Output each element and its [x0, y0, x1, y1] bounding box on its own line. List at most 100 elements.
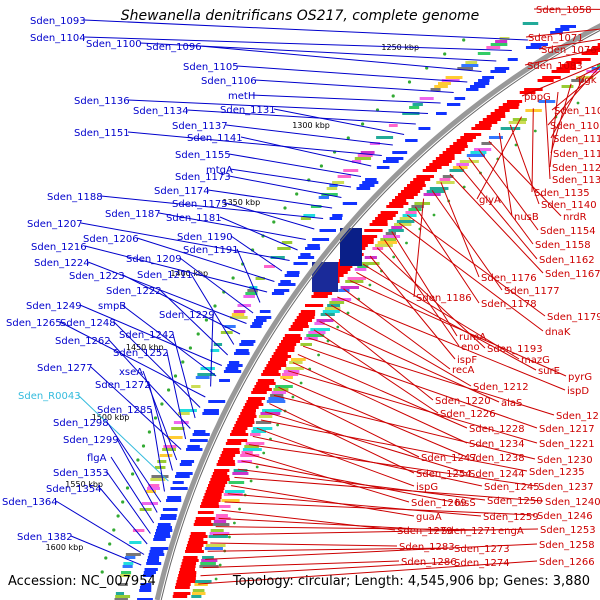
label-leader-line: [106, 421, 162, 503]
function-color-block: [129, 541, 142, 544]
ruler-label: 1550 kbp: [65, 480, 103, 489]
forward-gene-block: [205, 490, 224, 493]
ruler-tick: [276, 423, 279, 427]
label-leader-line: [70, 535, 142, 566]
reverse-gene-block: [550, 31, 563, 34]
forward-gene-block: [224, 445, 242, 448]
accession-text: Accession: NC_007954: [8, 574, 156, 589]
label-leader-line: [330, 304, 472, 387]
gene-label: Sden_1167: [545, 269, 600, 280]
forward-gene-block: [446, 148, 465, 151]
forward-gene-block: [234, 424, 253, 427]
function-color-block: [202, 556, 214, 559]
function-color-block: [173, 421, 189, 424]
gene-label: Sden_1240: [545, 497, 600, 508]
label-leader-line: [575, 66, 600, 80]
function-color-block: [198, 370, 213, 373]
function-color-block: [281, 241, 293, 244]
label-leader-line: [251, 94, 441, 104]
gene-label: Sden_1140: [541, 200, 597, 211]
reverse-gene-block: [255, 316, 272, 319]
reverse-gene-block: [332, 214, 343, 217]
function-color-block: [243, 295, 255, 298]
function-color-block: [211, 526, 225, 529]
forward-gene-block: [502, 103, 520, 106]
forward-gene-block: [364, 229, 383, 232]
ruler-tick: [368, 283, 372, 287]
reverse-gene-block: [298, 256, 315, 259]
label-leader-line: [254, 79, 454, 93]
ruler-tick: [407, 80, 412, 84]
gene-label: Sden_1244: [469, 469, 525, 480]
function-color-block: [167, 436, 183, 439]
label-leader-line: [449, 173, 544, 274]
label-leader-line: [550, 75, 586, 139]
function-color-block: [459, 160, 479, 163]
gene-label: Sden_1137: [172, 121, 228, 132]
forward-gene-block: [515, 94, 535, 97]
function-color-block: [228, 481, 245, 484]
reverse-gene-block: [219, 379, 230, 382]
forward-gene-block: [331, 268, 351, 271]
forward-gene-block: [456, 139, 473, 142]
reverse-gene-block: [202, 412, 219, 415]
ruler-tick: [233, 521, 236, 525]
reverse-gene-block: [147, 559, 159, 562]
topology-text: Topology: circular; Length: 4,545,906 bp…: [232, 574, 590, 589]
label-leader-line: [551, 70, 600, 111]
forward-gene-block: [432, 160, 452, 163]
label-leader-line: [356, 271, 537, 371]
gene-label: Sden_1266: [539, 557, 595, 568]
function-color-block: [277, 247, 291, 250]
label-leader-line: [122, 274, 241, 335]
reverse-gene-block: [560, 25, 577, 28]
function-color-block: [369, 142, 380, 145]
reverse-gene-block: [252, 322, 264, 325]
gene-label: Sden_1273: [454, 544, 510, 555]
reverse-gene-block: [155, 529, 173, 532]
label-leader-line: [210, 313, 214, 387]
label-leader-line: [383, 239, 460, 347]
gene-label: Sden_1101: [554, 106, 600, 117]
label-leader-line: [524, 48, 600, 66]
function-color-block: [290, 358, 306, 361]
reverse-gene-block: [386, 157, 404, 160]
forward-gene-block: [294, 319, 313, 322]
forward-gene-block: [400, 190, 421, 193]
reverse-gene-block: [525, 46, 542, 49]
forward-gene-block: [198, 508, 214, 511]
forward-gene-block: [188, 538, 204, 541]
ruler-tick: [432, 213, 436, 217]
label-leader-line: [228, 153, 362, 177]
ruler-tick: [272, 220, 276, 224]
gene-label: Sden_1136: [74, 96, 130, 107]
function-color-block: [466, 154, 485, 157]
reverse-gene-block: [356, 187, 371, 190]
reverse-gene-block: [382, 160, 399, 163]
label-leader-line: [292, 362, 468, 444]
forward-gene-block: [284, 334, 301, 337]
forward-gene-block: [235, 421, 255, 424]
reverse-gene-block: [436, 112, 447, 115]
forward-gene-block: [435, 157, 455, 160]
forward-gene-block: [467, 130, 483, 133]
ruler-tick: [112, 528, 116, 532]
gene-label: engA: [498, 526, 524, 537]
label-leader-line: [337, 296, 566, 391]
ruler-tick: [317, 353, 320, 357]
function-color-block: [231, 313, 245, 316]
forward-gene-block: [537, 79, 554, 82]
forward-gene-block: [296, 316, 315, 319]
label-leader-line: [83, 19, 528, 41]
label-leader-line: [199, 45, 482, 72]
reverse-gene-block: [186, 448, 203, 451]
gene-label: Sden_1135: [534, 188, 590, 199]
forward-gene-block: [416, 175, 434, 178]
forward-gene-block: [407, 184, 426, 187]
gene-label: Sden_1220: [435, 396, 491, 407]
forward-gene-block: [179, 568, 196, 571]
function-color-block: [396, 220, 415, 223]
gene-label: Sden_1141: [187, 133, 243, 144]
function-color-block: [380, 238, 396, 241]
function-color-block: [402, 112, 420, 115]
